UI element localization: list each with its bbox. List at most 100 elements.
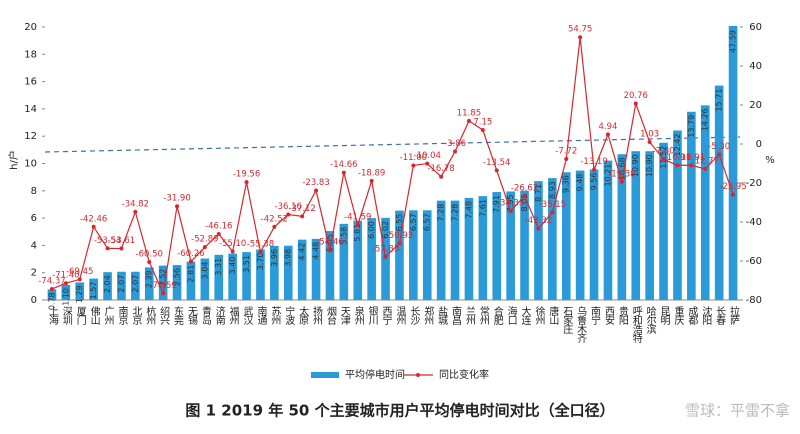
bar: [89, 278, 98, 300]
line-marker: [175, 204, 180, 209]
bar: [144, 267, 154, 300]
x-tick-label: 东莞: [172, 305, 184, 326]
bar-value-label: 9.56: [590, 173, 599, 191]
line-marker: [341, 170, 346, 175]
x-tick-label: 银川: [366, 305, 378, 325]
bar-value-label: 5.81: [353, 224, 362, 242]
line-value-label: -69.45: [66, 267, 93, 277]
bar-value-label: 10.90: [645, 154, 654, 177]
y2-tick-label: -80: [746, 295, 762, 306]
plot-area: [47, 26, 738, 301]
bar-value-label: 3.96: [270, 249, 279, 267]
bar: [311, 238, 321, 300]
line-value-label: -35.15: [539, 200, 566, 210]
bar-value-label: 7.91: [492, 195, 501, 213]
line-marker: [453, 149, 458, 154]
bar: [659, 142, 668, 300]
y2-tick-label: -20: [746, 178, 762, 189]
bar: [492, 192, 502, 300]
bar: [131, 271, 140, 300]
x-tick-label: 乌鲁木齐: [575, 305, 587, 344]
y2-tick-label: 0: [756, 139, 762, 150]
y2-tick-label: 40: [749, 61, 762, 72]
x-tick-label: 石家庄: [561, 306, 573, 335]
bar: [117, 271, 126, 300]
line-value-label: 1.03: [640, 129, 659, 139]
bar-value-label: 6.55: [395, 214, 404, 232]
x-tick-label: 海口: [505, 305, 517, 325]
bar-value-label: 0.78: [47, 292, 56, 310]
x-tick-label: 贵阳: [616, 305, 628, 325]
line-value-label: -43.32: [525, 216, 552, 226]
line-value-label: -7.72: [555, 147, 577, 157]
watermark: 雪球：平雷不拿: [685, 402, 790, 420]
line-marker: [188, 259, 193, 264]
x-tick-label: 长春: [714, 306, 726, 326]
line-marker: [508, 208, 513, 213]
x-tick-label: 南京: [116, 305, 128, 326]
line-marker: [578, 35, 583, 40]
line-value-label: -60.26: [177, 249, 204, 259]
line-marker: [300, 214, 305, 219]
line-value-label: -34.82: [122, 199, 149, 209]
bar: [297, 239, 307, 300]
line-value-label: -16.78: [427, 164, 454, 174]
bar: [256, 249, 265, 300]
line-value-label: 11.85: [457, 108, 481, 118]
bar-value-label: 3.51: [242, 255, 251, 273]
line-value-label: -19.38: [608, 169, 635, 179]
line-marker: [439, 174, 444, 179]
line-value-label: 7.15: [473, 118, 492, 128]
line-value-label: 20.76: [624, 91, 648, 101]
x-tick-label: 西安: [602, 306, 614, 326]
bar-value-label: 1.29: [75, 285, 84, 303]
bar-value-label: 2.07: [117, 275, 126, 293]
bar-value-label: 10.90: [631, 154, 640, 177]
line-value-label: -23.83: [302, 178, 329, 188]
y-tick-label: 2: [31, 268, 37, 279]
y-axis-title: h/户: [7, 150, 20, 170]
line-value-label: -34.33: [497, 198, 524, 208]
bar: [728, 26, 738, 301]
bar-value-label: 2.52: [159, 269, 168, 287]
x-tick-label: 南宁: [589, 305, 601, 325]
bar: [186, 261, 196, 300]
line-marker: [369, 178, 374, 183]
x-tick-label: 泉州: [352, 305, 364, 325]
line-marker: [49, 287, 54, 292]
bar-value-label: 5.58: [339, 227, 348, 245]
bar: [700, 105, 710, 300]
y-tick-label: 0: [31, 295, 37, 306]
x-tick-label: 扬州: [311, 305, 323, 325]
bar-value-label: 15.71: [715, 89, 724, 112]
line-value-label: 54.75: [568, 25, 592, 35]
x-tick-label: 烟台: [324, 305, 336, 326]
line-marker: [355, 223, 360, 228]
bar: [464, 197, 474, 300]
bar: [589, 169, 599, 300]
line-value-label: -3.86: [444, 139, 466, 149]
line-value-label: -5.30: [708, 142, 730, 152]
x-tick-label: 合肥: [491, 305, 503, 326]
line-marker: [731, 192, 736, 197]
line-value-label: -14.66: [330, 160, 357, 170]
line-marker: [119, 246, 124, 251]
bar: [61, 284, 71, 300]
x-tick-label: 唐山: [547, 305, 559, 325]
x-tick-label: 大连: [519, 305, 531, 326]
x-tick-label: 广州: [102, 306, 114, 325]
y-tick-label: 12: [24, 131, 37, 142]
x-tick-label: 拉萨: [728, 305, 740, 326]
line-marker: [147, 259, 152, 264]
legend-label: 同比变化率: [439, 368, 489, 381]
line-value-label: -36.16: [275, 202, 302, 212]
line-value-label: -52.89: [191, 235, 218, 245]
bar-value-label: 12.42: [673, 133, 682, 156]
bar: [283, 245, 293, 300]
legend-label: 平均停电时间: [345, 368, 405, 381]
bar-value-label: 4.48: [312, 242, 321, 260]
bar-value-label: 6.02: [381, 221, 390, 239]
line-value-label: -46.16: [205, 222, 232, 232]
line-value-label: -37.12: [288, 204, 315, 214]
x-tick-label: 呼和浩特: [630, 306, 642, 343]
